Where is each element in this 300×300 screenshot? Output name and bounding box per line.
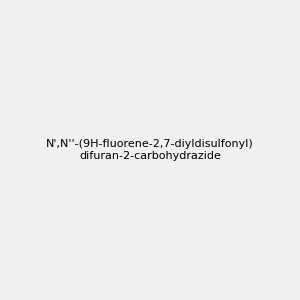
Text: N',N''-(9H-fluorene-2,7-diyldisulfonyl)
difuran-2-carbohydrazide: N',N''-(9H-fluorene-2,7-diyldisulfonyl) … (46, 139, 254, 161)
